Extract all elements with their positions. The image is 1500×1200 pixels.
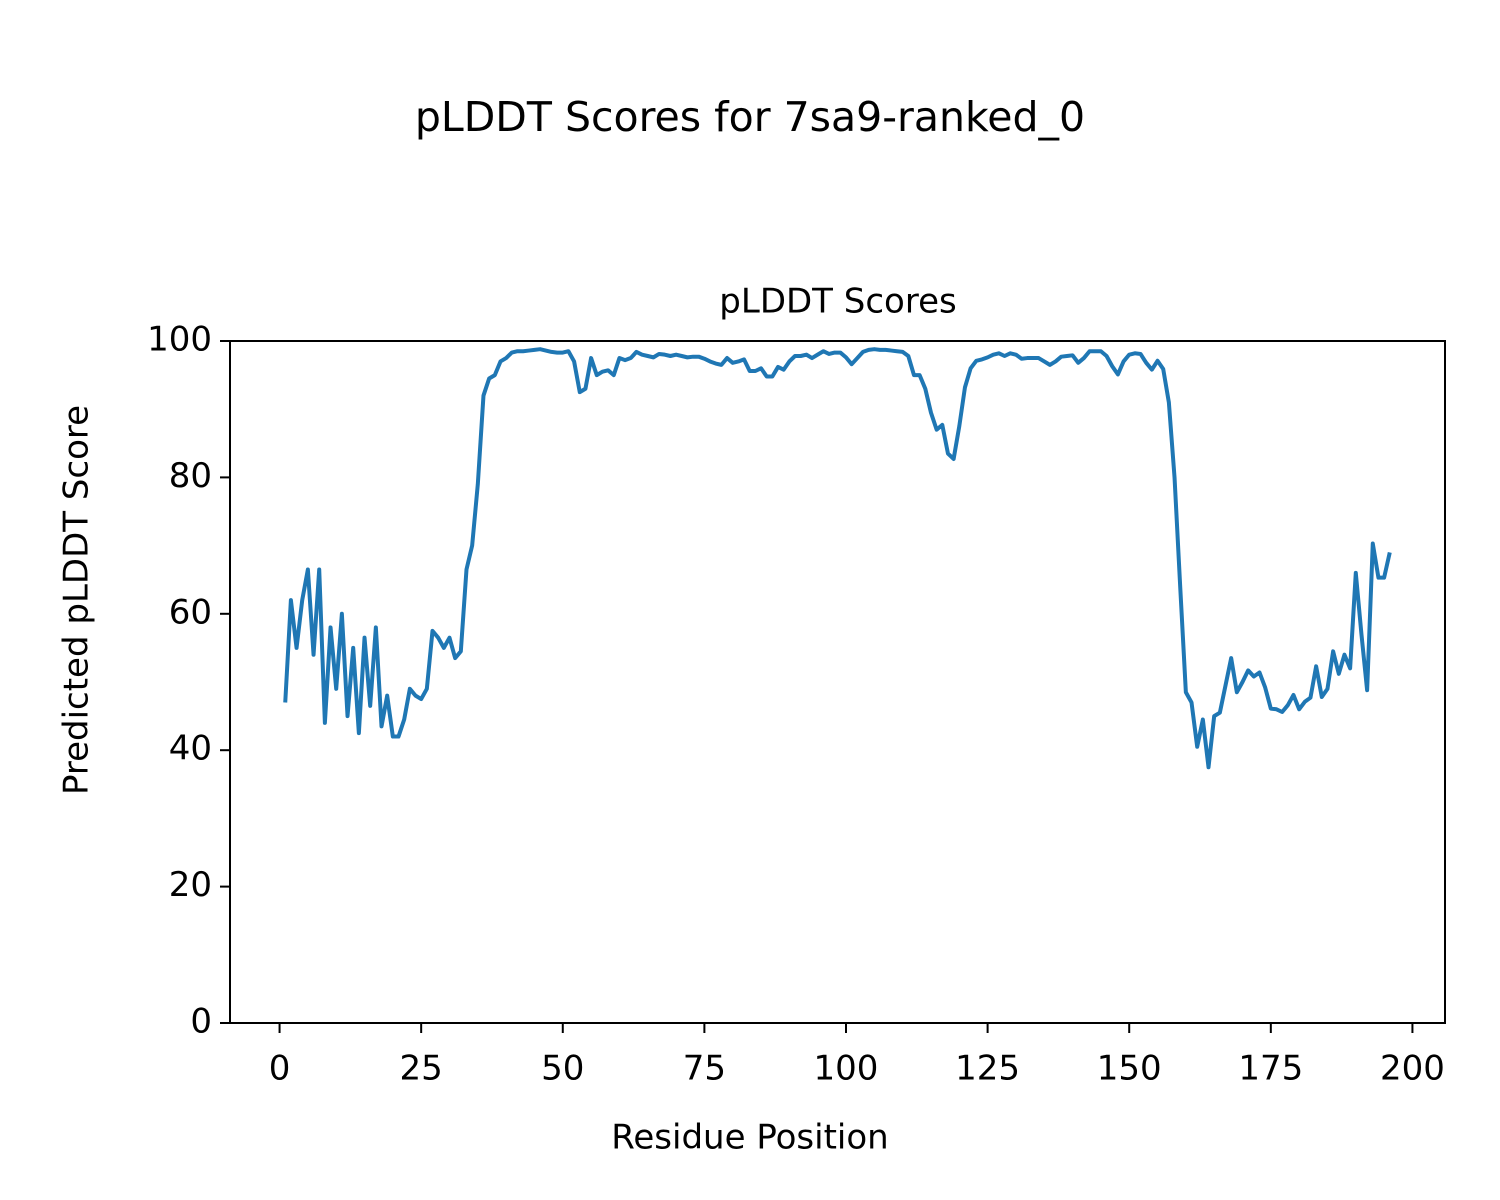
- data-line: [283, 347, 1392, 770]
- y-tick-label: 80: [169, 456, 212, 496]
- y-tick-label: 20: [169, 865, 212, 905]
- x-tick-label: 50: [541, 1049, 584, 1089]
- x-tick-label: 25: [400, 1049, 443, 1089]
- y-axis-label: Predicted pLDDT Score: [57, 405, 97, 795]
- y-tick-label: 60: [169, 592, 212, 632]
- y-tick-label: 0: [190, 1002, 212, 1042]
- x-axis-label: Residue Position: [611, 1118, 888, 1158]
- x-tick-label: 175: [1238, 1049, 1303, 1089]
- x-tick-label: 200: [1380, 1049, 1445, 1089]
- x-tick-label: 75: [683, 1049, 726, 1089]
- x-tick-label: 125: [955, 1049, 1020, 1089]
- y-tick-label: 40: [169, 729, 212, 769]
- axes-title: pLDDT Scores: [719, 282, 956, 322]
- figure-title: pLDDT Scores for 7sa9-ranked_0: [415, 93, 1085, 141]
- x-tick-label: 150: [1097, 1049, 1162, 1089]
- y-tick-label: 100: [147, 320, 212, 360]
- plot-frame: [229, 340, 1446, 1024]
- x-tick-label: 100: [814, 1049, 879, 1089]
- x-tick-label: 0: [269, 1049, 291, 1089]
